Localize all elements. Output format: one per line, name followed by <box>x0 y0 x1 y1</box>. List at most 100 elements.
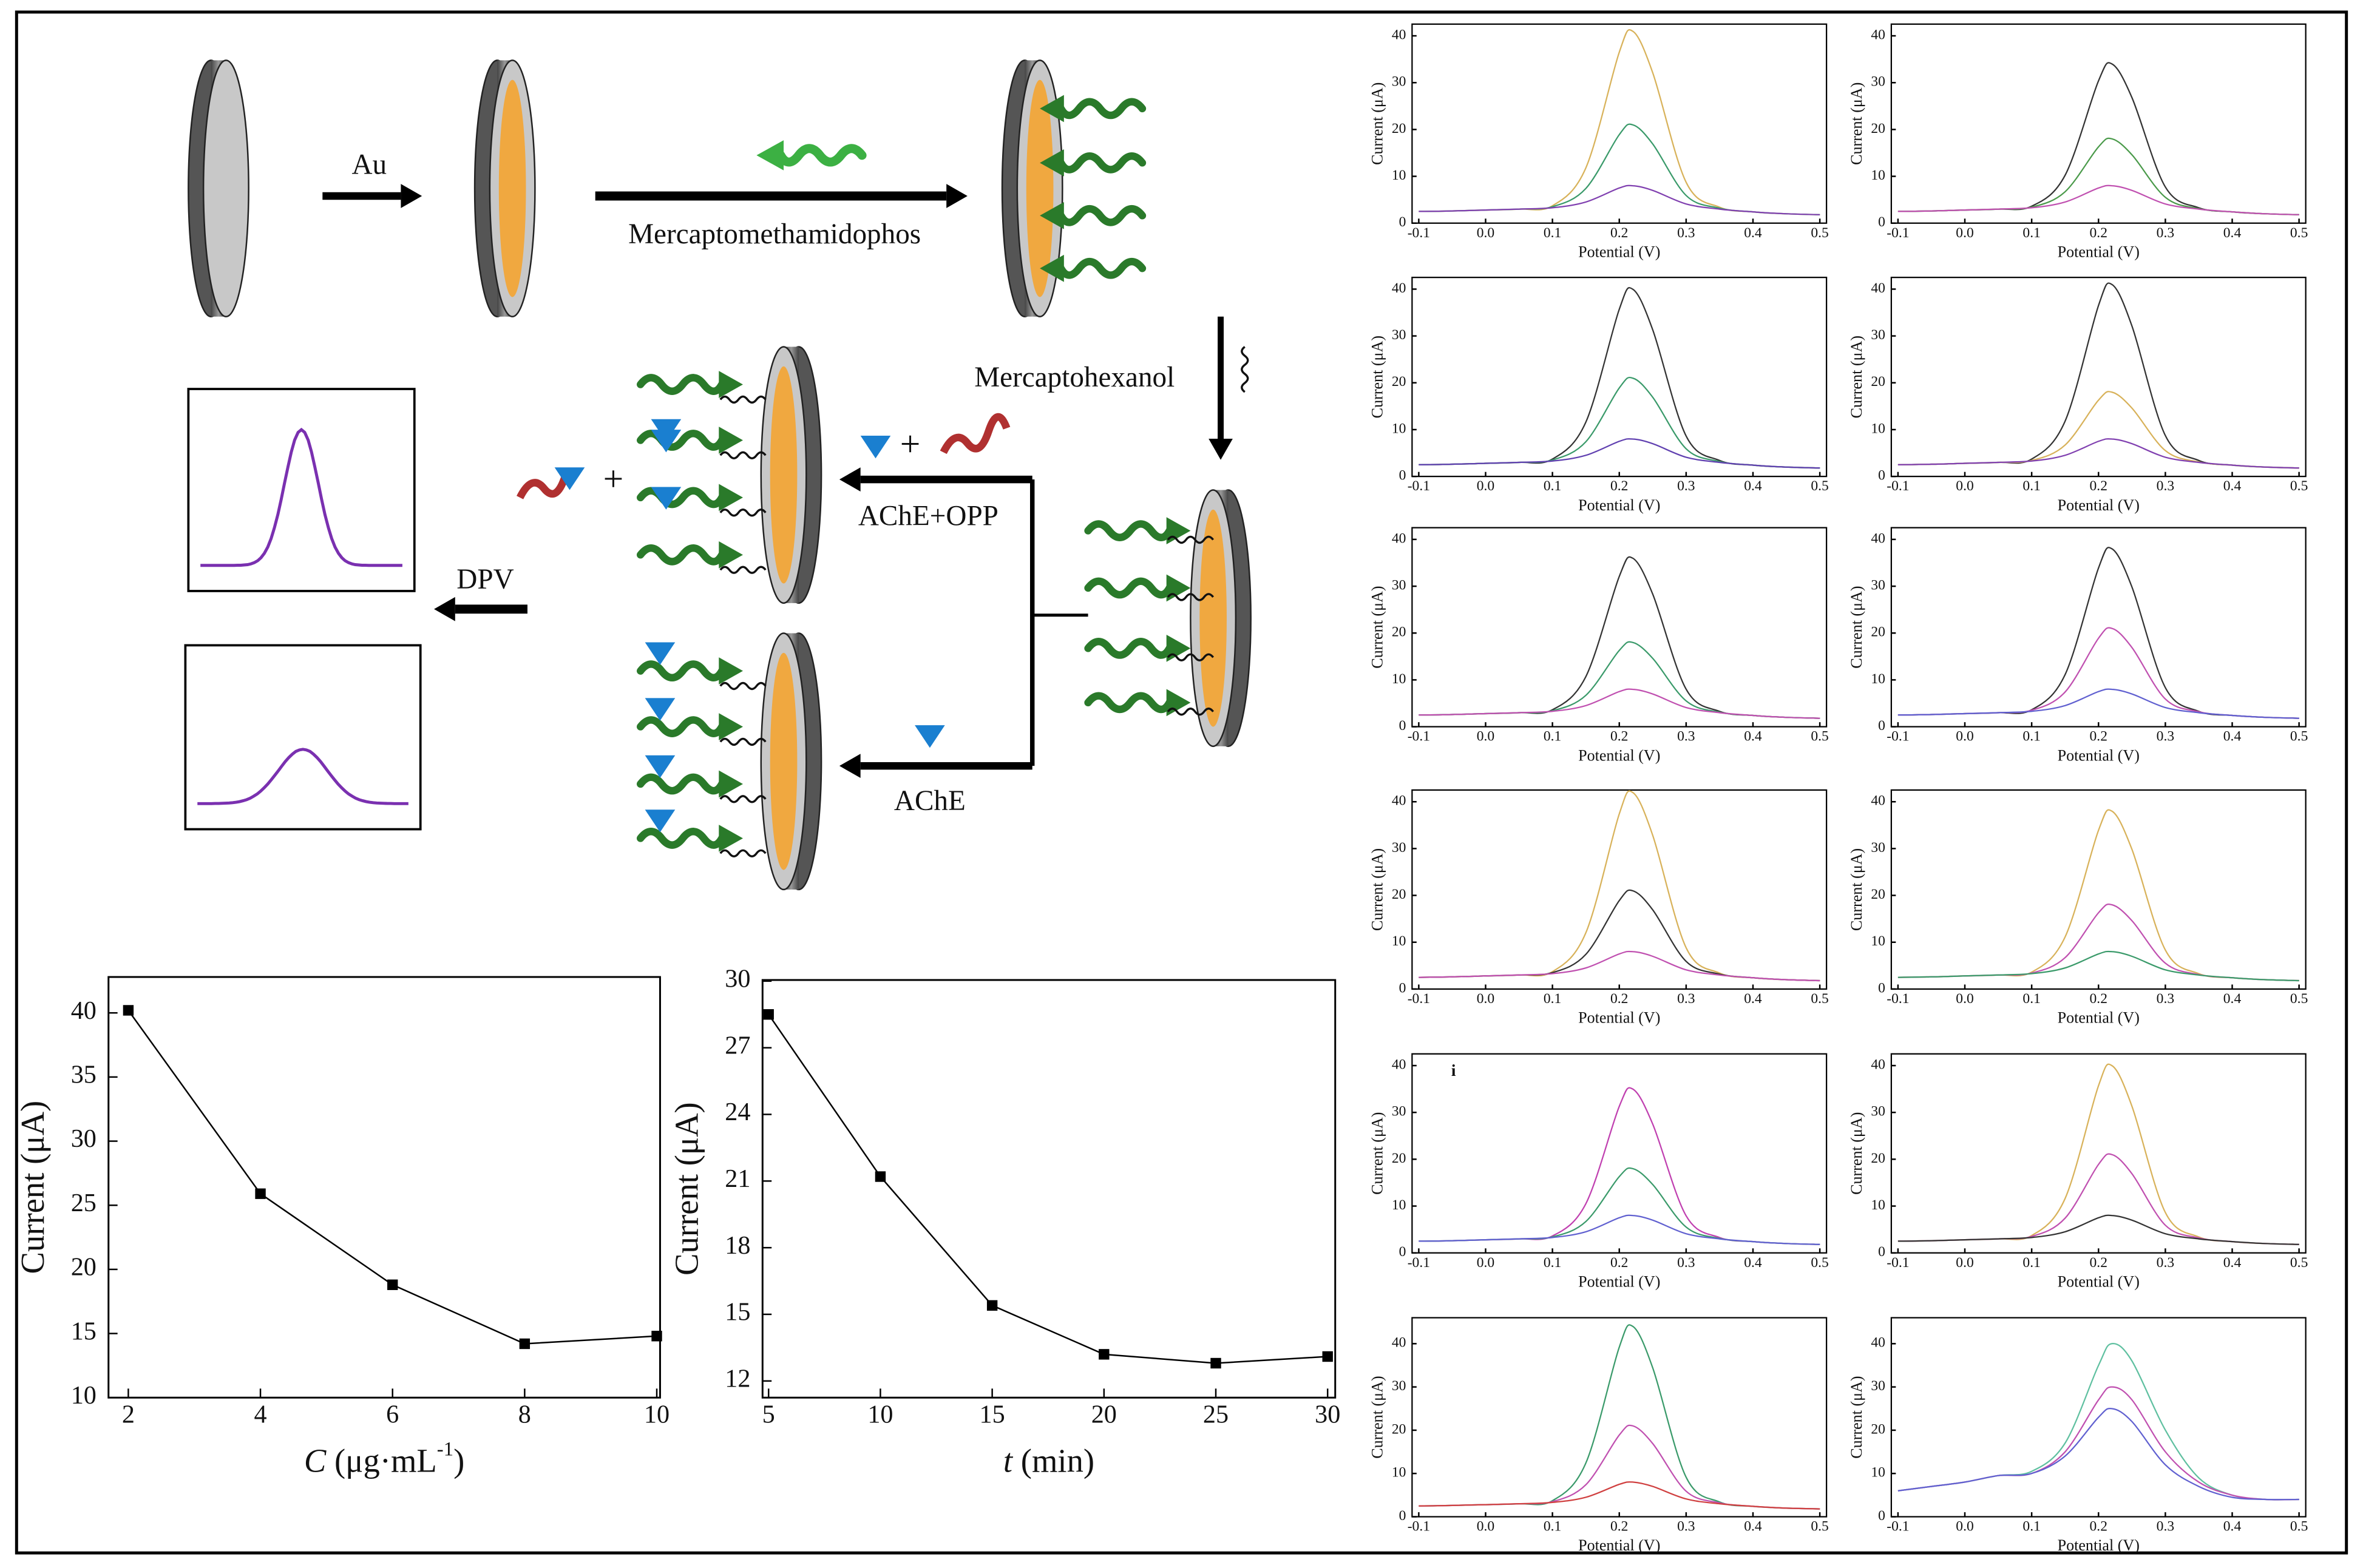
x-tick-label: 0.3 <box>2157 991 2174 1007</box>
enzyme <box>645 642 676 665</box>
x-tick-label: 0.0 <box>1956 729 1973 745</box>
y-axis-label: Current (μA) <box>1848 83 1865 165</box>
x-tick-label: 0.0 <box>1956 225 1973 241</box>
x-axis-label: Potential (V) <box>1578 496 1660 514</box>
y-tick-label: 30 <box>1392 74 1406 90</box>
plot-frame <box>1411 1317 1828 1518</box>
y-tick-label: 20 <box>1871 1151 1885 1166</box>
hexanol <box>1167 593 1215 601</box>
y-tick-label: 10 <box>1392 933 1406 949</box>
x-tick-label: 0.3 <box>1677 478 1695 494</box>
x-tick-label: 0.2 <box>1610 478 1628 494</box>
enzyme <box>645 698 676 721</box>
point <box>986 1300 998 1311</box>
plot-frame <box>1411 789 1828 990</box>
y-tick-label: 0 <box>1878 1244 1885 1260</box>
y-tick-label: 10 <box>1392 421 1406 436</box>
x-tick-label: 0.1 <box>2022 1255 2040 1271</box>
x-tick-label: 0.0 <box>1477 225 1494 241</box>
arrow-head <box>839 467 861 492</box>
y-axis-label: Current (μA) <box>1369 83 1386 165</box>
x-tick-label: 0.5 <box>1811 991 1828 1007</box>
hexanol <box>719 737 767 746</box>
x-tick-label: 10 <box>867 1401 893 1429</box>
series-line <box>768 1014 1328 1364</box>
y-tick-label: 0 <box>1399 1244 1406 1260</box>
x-tick-label: 0.4 <box>1744 1519 1762 1535</box>
enzyme <box>651 430 682 453</box>
x-tick-label: -0.1 <box>1887 1519 1909 1535</box>
series-line <box>1419 184 1820 215</box>
x-tick-label: 0.1 <box>1544 991 1561 1007</box>
point <box>1099 1349 1110 1360</box>
y-tick-label: 18 <box>725 1231 750 1260</box>
x-tick-label: 0.1 <box>2022 225 2040 241</box>
x-axis-label: Potential (V) <box>1578 746 1660 764</box>
molecule <box>640 657 743 684</box>
y-tick-label: 20 <box>1871 1421 1885 1437</box>
x-tick-label: 25 <box>1203 1401 1229 1429</box>
y-tick-label: 20 <box>1392 1421 1406 1437</box>
x-tick-label: -0.1 <box>1408 478 1430 494</box>
series-line <box>1419 1481 1820 1510</box>
enzyme <box>645 755 676 779</box>
x-tick-label: 0.3 <box>2157 1255 2174 1271</box>
gold-layer <box>498 79 526 297</box>
x-tick-label: 0.1 <box>2022 1519 2040 1535</box>
x-axis-label: Potential (V) <box>2058 496 2140 514</box>
hexanol <box>1167 653 1215 661</box>
y-tick-label: 30 <box>1392 840 1406 856</box>
y-tick-label: 30 <box>1392 327 1406 343</box>
y-tick-label: 40 <box>1392 1056 1406 1072</box>
molecule <box>640 541 743 569</box>
y-axis-label: Current (μA) <box>1369 586 1386 668</box>
molecule <box>1088 575 1191 602</box>
y-tick-label: 30 <box>1871 1378 1885 1394</box>
molecule <box>1088 635 1191 662</box>
y-tick-label: 20 <box>1392 887 1406 902</box>
y-tick-label: 0 <box>1399 980 1406 996</box>
x-tick-label: 0.5 <box>2290 478 2308 494</box>
y-tick-label: 20 <box>1392 624 1406 640</box>
y-tick-label: 10 <box>1392 671 1406 687</box>
x-tick-label: 0.2 <box>2090 729 2107 745</box>
y-axis-label: Current (μA) <box>1369 336 1386 418</box>
y-tick-label: 10 <box>1871 1465 1885 1481</box>
y-tick-label: 24 <box>725 1098 750 1126</box>
series-line <box>1897 1407 2299 1501</box>
y-tick-label: 25 <box>71 1189 97 1217</box>
plot-frame <box>1890 23 2307 224</box>
y-tick-label: 21 <box>725 1164 750 1193</box>
molecule <box>1088 517 1191 544</box>
x-tick-label: 0.3 <box>2157 225 2174 241</box>
x-tick-label: 0.4 <box>1744 729 1762 745</box>
y-tick-label: 12 <box>725 1364 750 1393</box>
y-tick-label: 10 <box>1871 1197 1885 1213</box>
x-tick-label: 6 <box>386 1401 399 1429</box>
y-tick-label: 40 <box>1871 793 1885 809</box>
y-tick-label: 40 <box>1871 27 1885 42</box>
hexanol <box>719 849 767 857</box>
label-mercaptohexanol: Mercaptohexanol <box>974 362 1175 393</box>
x-tick-label: 0.3 <box>2157 729 2174 745</box>
x-tick-label: 0.5 <box>2290 991 2308 1007</box>
x-tick-label: 0.3 <box>2157 478 2174 494</box>
hexanol-icon <box>1241 346 1249 393</box>
x-tick-label: 0.2 <box>2090 478 2107 494</box>
point <box>519 1338 531 1350</box>
y-axis-label: Current (μA) <box>1848 1112 1865 1195</box>
x-tick-label: 0.3 <box>1677 1255 1695 1271</box>
x-tick-label: 30 <box>1315 1401 1340 1429</box>
series-line <box>1419 1214 1820 1245</box>
point <box>255 1188 266 1199</box>
y-tick-label: 30 <box>725 965 750 993</box>
y-tick-label: 10 <box>1392 1197 1406 1213</box>
x-tick-label: 0.4 <box>2223 991 2242 1007</box>
hexanol <box>719 451 767 460</box>
y-tick-label: 10 <box>1871 421 1885 436</box>
gold-layer <box>1026 79 1054 297</box>
x-tick-label: 15 <box>980 1401 1005 1429</box>
x-tick-label: 0.1 <box>1544 1255 1561 1271</box>
point <box>123 1005 134 1016</box>
